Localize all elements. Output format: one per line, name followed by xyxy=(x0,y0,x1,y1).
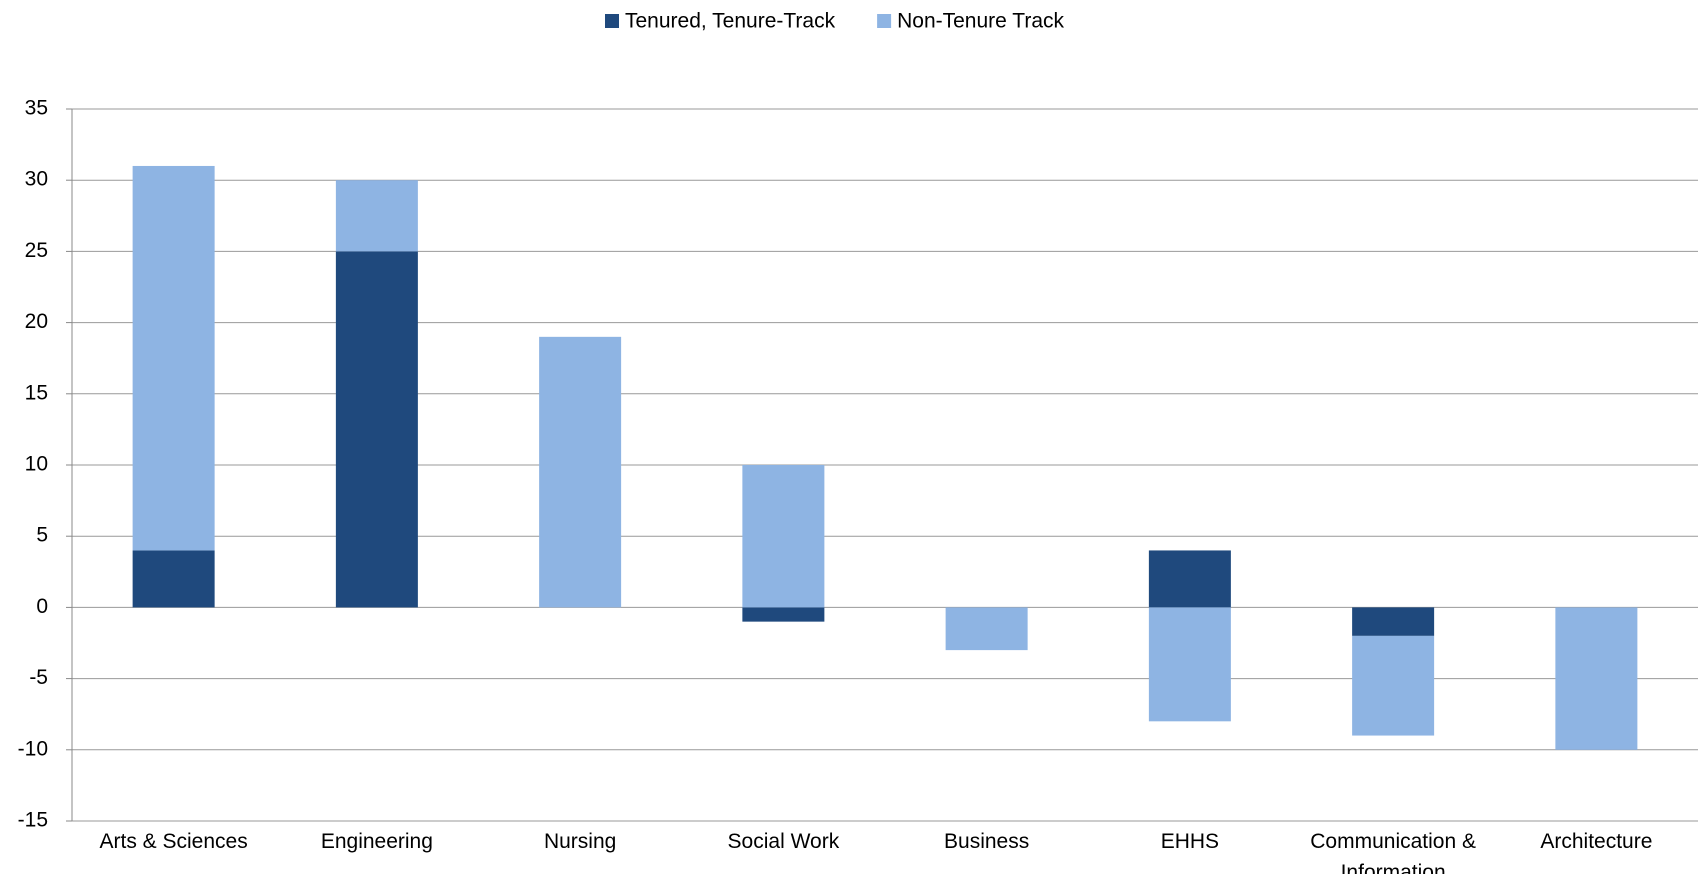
bar-segment xyxy=(539,336,622,608)
bar-segment xyxy=(742,607,825,622)
legend-swatch xyxy=(605,14,619,28)
x-tick-label: EHHS xyxy=(1160,830,1220,853)
legend-label: Tenured, Tenure-Track xyxy=(625,10,836,33)
bar-segment xyxy=(1352,635,1435,736)
bar-segment xyxy=(335,251,418,608)
y-tick-label: -15 xyxy=(18,809,48,832)
y-tick-label: 15 xyxy=(25,381,48,404)
y-tick-label: 30 xyxy=(25,168,48,191)
bar-segment xyxy=(1555,607,1638,750)
bar-segment xyxy=(1352,607,1435,636)
bar-segment xyxy=(335,180,418,252)
bar-segment xyxy=(945,607,1028,651)
bar-segment xyxy=(1148,607,1231,722)
x-tick-label: Social Work xyxy=(727,830,840,853)
y-tick-label: -5 xyxy=(29,666,48,689)
x-tick-label: Engineering xyxy=(320,830,433,853)
legend-swatch xyxy=(877,14,892,28)
bar-segment xyxy=(132,165,215,551)
x-tick-label: Business xyxy=(944,830,1030,853)
bar-segment xyxy=(1148,550,1231,608)
y-tick-label: -10 xyxy=(18,737,48,760)
y-tick-label: 35 xyxy=(25,97,48,120)
bar-segment xyxy=(742,465,825,608)
x-tick-label: Communication & Information xyxy=(1310,830,1476,874)
legend-label: Non-Tenure Track xyxy=(897,10,1064,33)
x-tick-label: Nursing xyxy=(543,830,617,853)
y-tick-label: 25 xyxy=(25,239,48,262)
x-tick-label: Arts & Sciences xyxy=(99,830,248,853)
y-tick-label: 10 xyxy=(25,453,48,476)
y-tick-label: 20 xyxy=(25,310,48,333)
y-tick-label: 5 xyxy=(36,524,48,547)
bar-segment xyxy=(132,550,215,608)
x-tick-label: Architecture xyxy=(1540,830,1653,853)
y-tick-label: 0 xyxy=(36,595,48,618)
